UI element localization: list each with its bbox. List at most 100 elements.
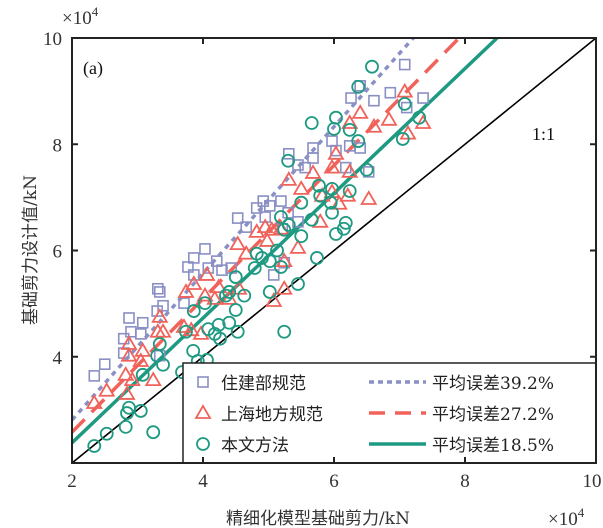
point-circle xyxy=(186,304,201,318)
legend-marker-square xyxy=(197,376,209,388)
point-circle xyxy=(304,116,319,130)
point-triangle xyxy=(98,381,116,397)
point-circle xyxy=(120,406,134,420)
point-circle xyxy=(412,110,427,125)
point-circle xyxy=(255,251,269,265)
point-circle xyxy=(323,195,338,210)
point-circle xyxy=(325,205,339,220)
point-triangle xyxy=(263,220,281,236)
point-circle xyxy=(351,134,366,148)
x-tick-label: 8 xyxy=(460,471,470,492)
legend-box xyxy=(182,362,597,464)
point-triangle xyxy=(248,223,266,238)
reference-line-1to1 xyxy=(71,37,597,464)
point-square xyxy=(250,202,263,214)
point-square xyxy=(398,58,411,71)
point-square xyxy=(123,312,135,324)
point-circle xyxy=(313,188,328,203)
point-square xyxy=(307,152,319,164)
y-axis-title: 基础剪力设计值/kN xyxy=(21,175,41,325)
point-triangle xyxy=(85,394,103,409)
point-circle xyxy=(397,96,412,111)
panel-label: (a) xyxy=(83,58,103,79)
x-tick-label: 10 xyxy=(583,471,602,492)
point-triangle xyxy=(154,322,172,338)
point-circle xyxy=(277,324,292,339)
legend-error-label: 平均误差18.5% xyxy=(432,436,554,456)
point-triangle xyxy=(117,366,135,381)
point-triangle xyxy=(275,279,293,295)
point-circle xyxy=(211,317,226,332)
point-triangle xyxy=(380,111,398,126)
legend-error-label: 平均误差27.2% xyxy=(432,405,554,425)
point-circle xyxy=(222,315,237,330)
point-circle xyxy=(359,162,374,177)
point-square xyxy=(88,370,101,382)
point-triangle xyxy=(414,114,432,129)
legend-error-label: 平均误差39.2% xyxy=(432,374,554,394)
point-triangle xyxy=(265,292,283,307)
point-triangle xyxy=(118,385,136,400)
x-tick-label: 4 xyxy=(198,471,208,492)
y-tick-label: 4 xyxy=(53,348,63,369)
point-triangle xyxy=(341,114,359,129)
point-circle xyxy=(179,324,193,339)
point-circle xyxy=(365,59,379,74)
point-square xyxy=(188,252,200,264)
point-circle xyxy=(338,215,353,230)
point-triangle xyxy=(229,235,247,251)
point-square xyxy=(202,262,215,274)
y-multiplier: ×104 xyxy=(62,4,99,29)
legend-entry-circle: 本文方法 平均误差18.5% xyxy=(196,436,554,456)
legend-marker-circle xyxy=(196,437,210,451)
point-square xyxy=(299,161,311,174)
point-square xyxy=(182,261,194,273)
point-square xyxy=(98,358,111,370)
x-axis-title: 精细化模型基础剪力/kN xyxy=(226,509,410,528)
point-triangle xyxy=(365,117,383,133)
x-multiplier: ×104 xyxy=(548,505,585,528)
point-circle xyxy=(291,277,305,291)
point-triangle xyxy=(304,164,322,179)
point-circle xyxy=(146,425,161,440)
point-triangle xyxy=(292,180,310,195)
point-circle xyxy=(228,303,243,317)
point-triangle xyxy=(351,104,369,119)
point-square xyxy=(354,142,367,154)
x-tick-label: 2 xyxy=(67,471,77,492)
point-triangle xyxy=(198,266,216,281)
point-square xyxy=(178,297,190,309)
point-circle xyxy=(219,288,233,303)
point-circle xyxy=(274,210,288,224)
legend-entry-square: 住建部规范 平均误差39.2% xyxy=(197,374,554,394)
legend-marker-triangle xyxy=(194,404,212,419)
point-triangle xyxy=(210,278,228,294)
legend-entry-triangle: 上海地方规范 平均误差27.2% xyxy=(194,404,554,425)
data-points xyxy=(85,58,432,453)
point-square xyxy=(216,264,228,276)
point-square xyxy=(153,286,166,298)
point-square xyxy=(362,166,375,178)
point-circle xyxy=(274,260,288,274)
y-tick-label: 8 xyxy=(53,135,63,156)
point-circle xyxy=(325,181,339,196)
point-circle xyxy=(281,218,296,232)
y-tick-label: 6 xyxy=(53,242,63,263)
point-triangle xyxy=(327,145,345,160)
point-triangle xyxy=(123,371,141,387)
point-square xyxy=(264,200,276,212)
point-square xyxy=(267,269,280,281)
point-triangle xyxy=(330,194,348,210)
point-circle xyxy=(281,153,296,168)
point-square xyxy=(152,282,164,295)
point-square xyxy=(240,221,253,233)
point-circle xyxy=(262,285,277,299)
point-triangle xyxy=(132,352,150,367)
y-tick-label: 10 xyxy=(43,29,62,50)
point-triangle xyxy=(206,290,224,305)
point-circle xyxy=(270,243,284,258)
point-circle xyxy=(342,123,357,137)
point-triangle xyxy=(289,239,307,254)
reference-line-label: 1:1 xyxy=(532,124,555,144)
